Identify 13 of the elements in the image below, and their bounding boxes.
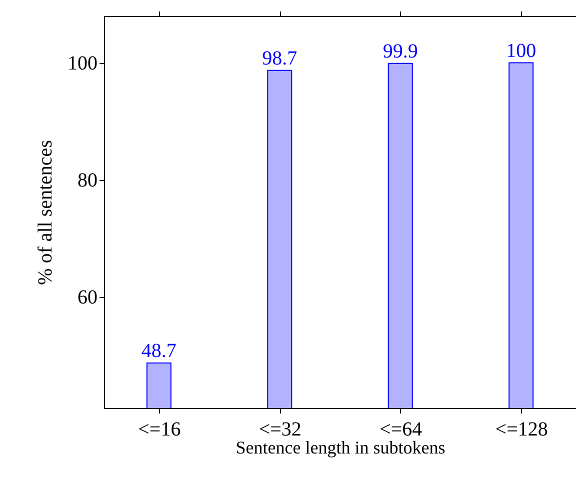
data-label: 48.7 <box>141 340 176 362</box>
x-tick-label: <=16 <box>138 418 181 440</box>
x-tick-label: <=64 <box>380 418 422 440</box>
x-tick-label: <=32 <box>258 418 302 440</box>
y-tick-label: 60 <box>78 286 98 308</box>
data-label: 100 <box>506 40 536 62</box>
x-tick-label: <=128 <box>495 418 548 440</box>
y-axis-title: % of all sentences <box>34 140 56 285</box>
x-axis-title: Sentence length in subtokens <box>236 438 446 458</box>
y-tick-label: 80 <box>78 169 98 192</box>
data-label: 99.9 <box>382 40 418 62</box>
y-tick-label: 100 <box>68 52 98 74</box>
data-label: 98.7 <box>262 47 298 70</box>
